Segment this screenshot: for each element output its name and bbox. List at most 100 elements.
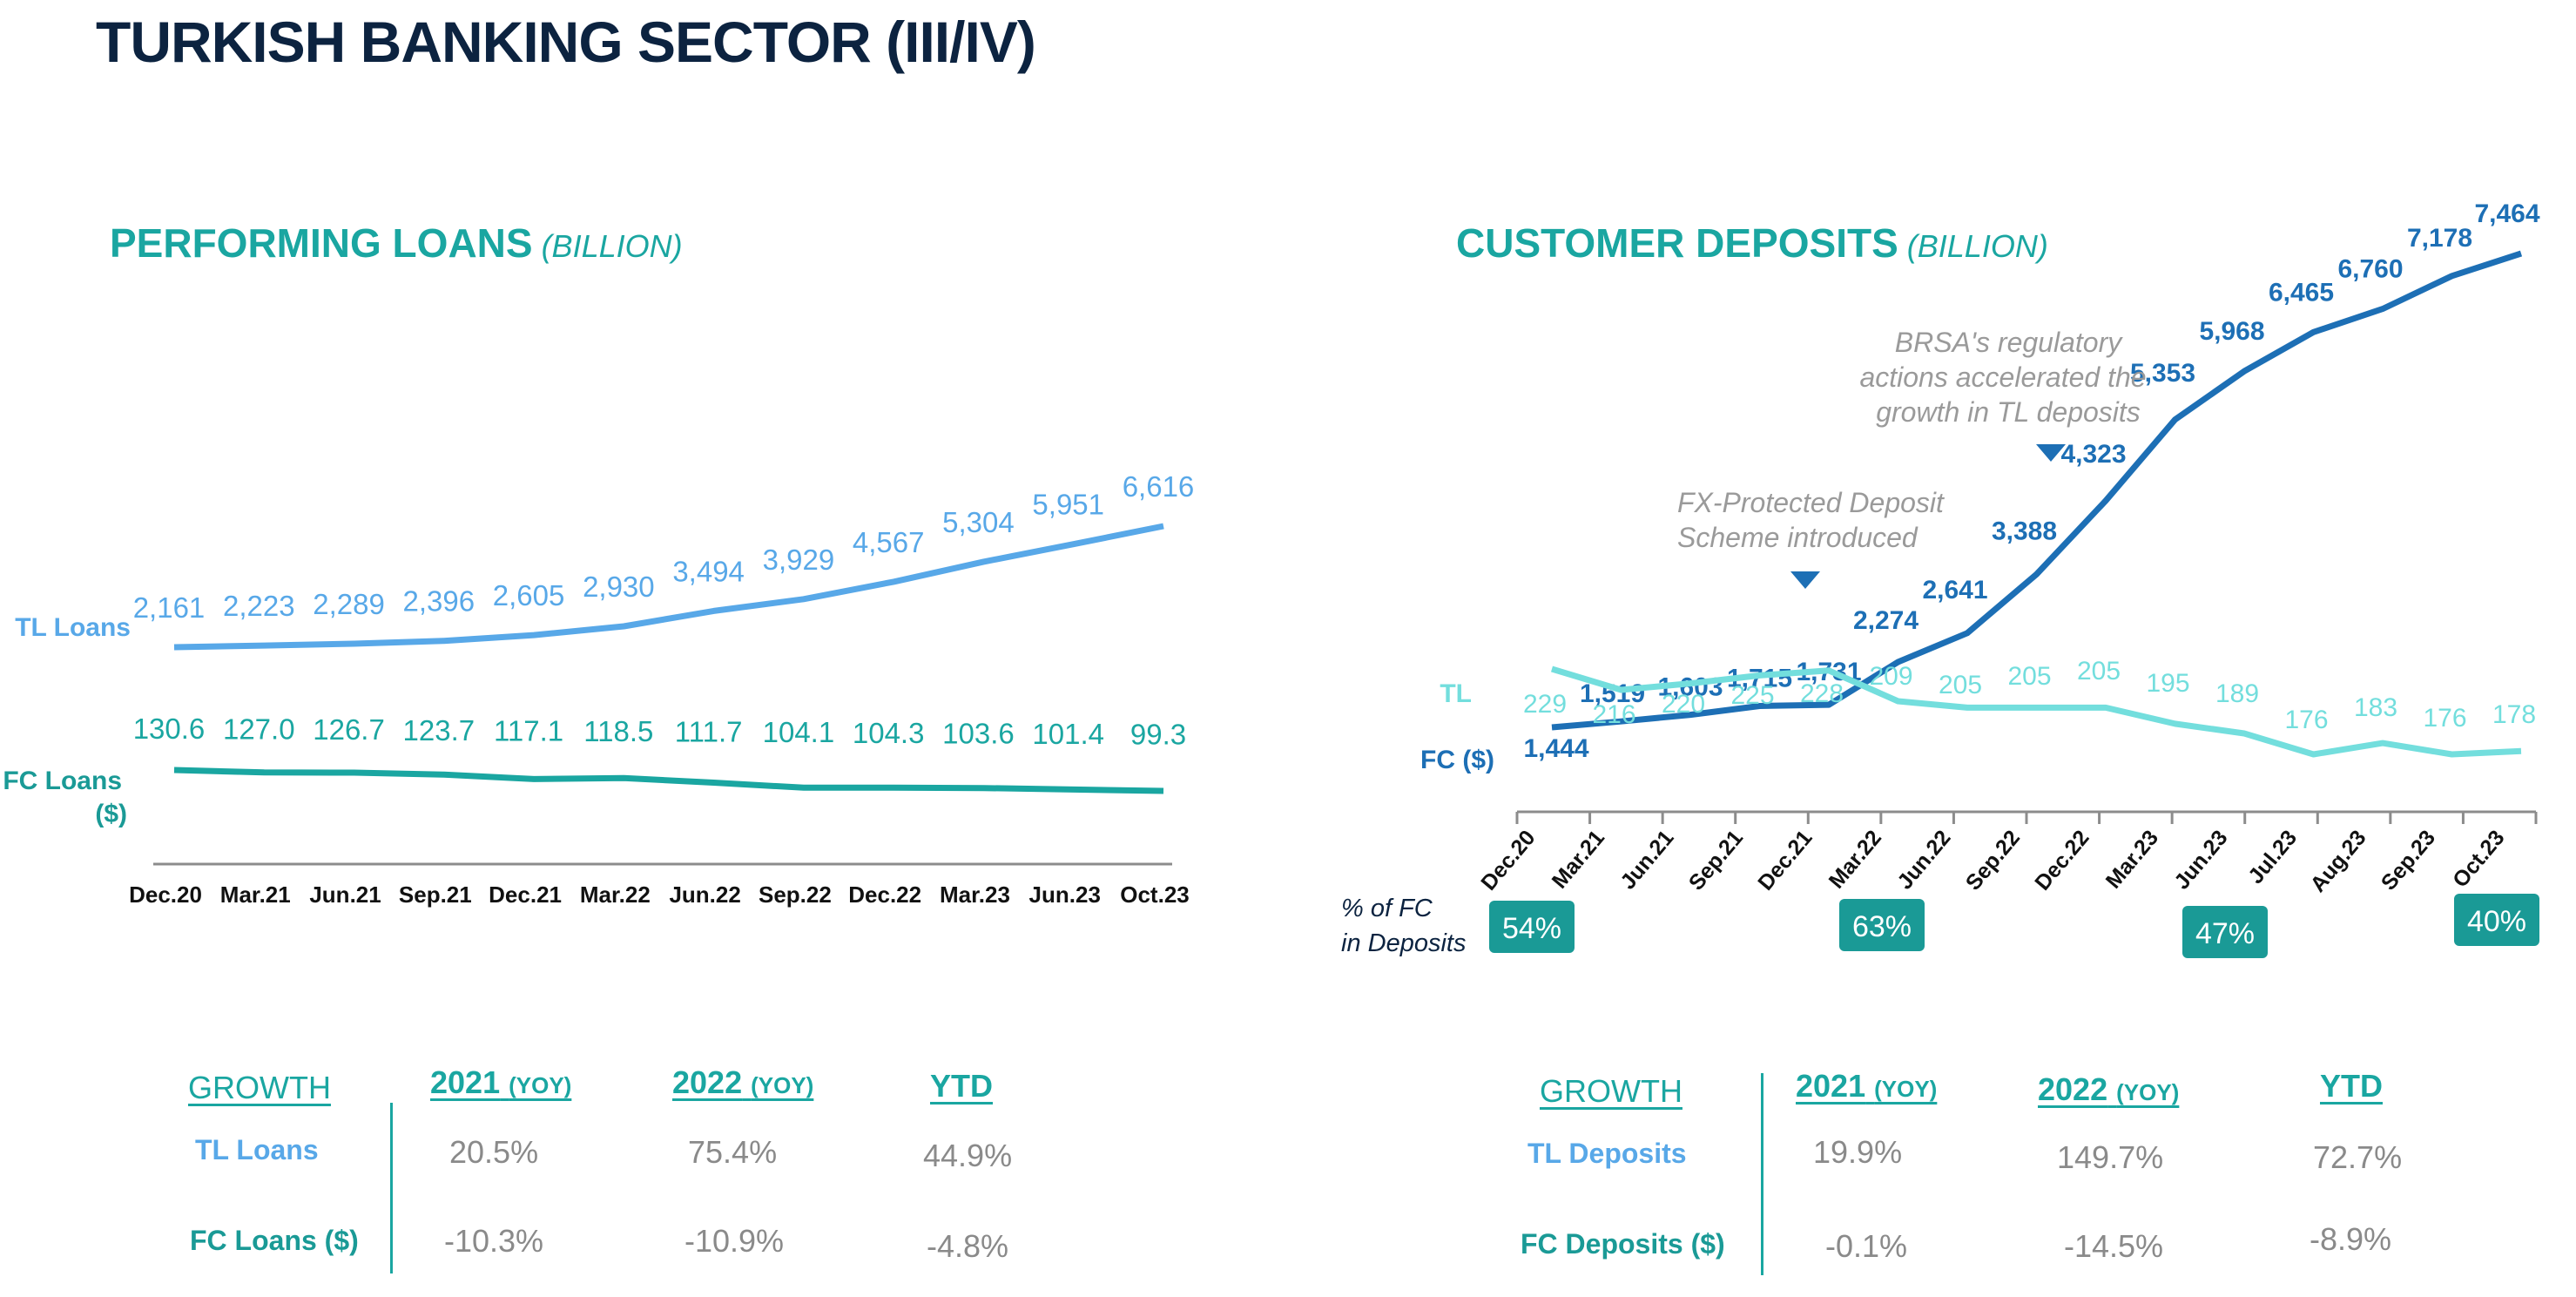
loans-tl-label-10: 5,951: [1032, 489, 1104, 521]
loans-fc-label-4: 117.1: [494, 714, 563, 746]
deposits-tl-series-line: [1551, 250, 2523, 731]
deposits-fc-name-label: FC ($): [1420, 746, 1494, 774]
deposits-tl-2021: 19.9%: [1813, 1134, 1903, 1170]
deposits-fc-label-0: 229: [1523, 690, 1567, 719]
loans-x-tick-jun-21: Jun.21: [309, 882, 381, 908]
loans-tl-label-11: 6,616: [1123, 470, 1195, 503]
deposits-ytd-header: YTD: [2320, 1068, 2383, 1104]
deposits-2021-header: 2021 (YOY): [1796, 1068, 1937, 1104]
loans-x-tick-sep-22: Sep.22: [759, 882, 832, 908]
loans-fc-label-3: 123.7: [403, 714, 475, 746]
deposits-title-text: CUSTOMER DEPOSITS: [1456, 220, 1898, 266]
loans-fc-label-11: 99.3: [1130, 719, 1186, 751]
deposits-x-tick-sep-23: Sep.23: [2377, 826, 2440, 895]
loans-row-label-tl: TL Loans: [195, 1134, 319, 1165]
deposits-fc-label-4: 228: [1800, 679, 1844, 708]
fc-share-badge-jun-23: [2182, 906, 2268, 958]
deposits-chart-title: CUSTOMER DEPOSITS (BILLION): [1456, 220, 2048, 267]
loans-x-tick-mar-22: Mar.22: [580, 882, 651, 908]
loans-x-tick-oct-23: Oct.23: [1120, 882, 1190, 908]
loans-table-divider: [390, 1103, 393, 1273]
deposits-2022-header: 2022 (YOY): [2038, 1071, 2179, 1108]
loans-ytd-header: YTD: [930, 1068, 993, 1104]
deposits-x-tick-jun-23: Jun.23: [2169, 826, 2232, 895]
deposits-fc-series-line: [1550, 665, 2522, 758]
deposits-x-tick-jun-21: Jun.21: [1615, 826, 1678, 895]
deposits-fc-ytd: -8.9%: [2310, 1221, 2392, 1257]
deposits-fc-label-11: 176: [2284, 706, 2328, 734]
annotation-brsa-line-3: growth in TL deposits: [1876, 396, 2141, 428]
deposits-x-tick-dec-22: Dec.22: [2030, 826, 2094, 895]
deposits-fc-label-2: 220: [1662, 690, 1705, 719]
deposits-tl-label-6: 2,641: [1922, 576, 1987, 605]
loans-fc-series-name-1: FC Loans: [3, 767, 122, 795]
deposits-tl-ytd: 72.7%: [2313, 1139, 2403, 1175]
deposits-fc-label-5: 209: [1869, 662, 1912, 691]
loans-tl-label-2: 2,289: [313, 588, 385, 620]
loans-tl-label-3: 2,396: [403, 585, 475, 618]
deposits-fc-label-10: 189: [2215, 679, 2259, 708]
annotation-brsa-line-1: BRSA's regulatory: [1895, 327, 2123, 358]
loans-fc-label-2: 126.7: [313, 713, 385, 746]
loans-2021-year: 2021: [430, 1064, 501, 1100]
loans-tl-label-8: 4,567: [853, 526, 925, 558]
loans-2022-header: 2022 (YOY): [672, 1064, 813, 1101]
loans-tl-label-1: 2,223: [223, 590, 295, 622]
deposits-table-divider: [1761, 1073, 1763, 1275]
deposits-tl-name-label: TL: [1440, 679, 1472, 708]
deposits-2022-yoy: (YOY): [2116, 1079, 2180, 1105]
loans-fc-label-1: 127.0: [223, 713, 295, 746]
loans-x-tick-mar-21: Mar.21: [220, 882, 291, 908]
deposits-tl-label-10: 5,968: [2199, 317, 2264, 346]
loans-fc-label-8: 104.3: [853, 717, 925, 749]
fc-share-value-oct-23: 40%: [2467, 905, 2526, 938]
loans-fc-label-0: 130.6: [133, 713, 206, 745]
loans-fc-label-7: 104.1: [763, 716, 835, 748]
deposits-row-label-tl: TL Deposits: [1527, 1138, 1687, 1169]
deposits-growth-header: GROWTH: [1540, 1073, 1682, 1109]
deposits-tl-label-11: 6,465: [2269, 278, 2334, 307]
annotation-brsa-marker: [2036, 444, 2066, 462]
fc-share-value-dec-20: 54%: [1502, 912, 1561, 945]
fc-share-value-mar-22: 63%: [1852, 910, 1912, 943]
deposits-x-tick-jun-22: Jun.22: [1892, 826, 1955, 895]
deposits-fc-label-6: 205: [1939, 671, 1982, 699]
deposits-fc-label-13: 176: [2423, 704, 2466, 733]
deposits-tl-label-14: 7,464: [2474, 199, 2539, 228]
deposits-tl-label-13: 7,178: [2407, 224, 2472, 253]
deposits-tl-label-7: 3,388: [1992, 517, 2057, 545]
loans-fc-label-10: 101.4: [1032, 718, 1104, 750]
loans-fc-label-6: 111.7: [675, 716, 743, 748]
deposits-tl-2022: 149.7%: [2057, 1139, 2164, 1175]
deposits-x-tick-aug-23: Aug.23: [2306, 826, 2371, 897]
deposits-x-tick-mar-21: Mar.21: [1548, 826, 1610, 894]
loans-row-label-fc: FC Loans ($): [190, 1225, 359, 1256]
deposits-x-tick-mar-23: Mar.23: [2101, 826, 2163, 894]
loans-x-tick-dec-22: Dec.22: [848, 882, 921, 908]
deposits-x-tick-sep-21: Sep.21: [1684, 826, 1748, 895]
loans-title-text: PERFORMING LOANS: [110, 220, 533, 266]
fc-share-badge-mar-22: [1839, 899, 1925, 951]
fc-share-caption-2: in Deposits: [1341, 929, 1466, 957]
loans-tl-label-5: 2,930: [583, 571, 655, 603]
fc-share-value-jun-23: 47%: [2195, 917, 2255, 950]
loans-chart-title: PERFORMING LOANS (BILLION): [110, 220, 683, 267]
loans-tl-2022: 75.4%: [688, 1134, 778, 1170]
annotation-fx-marker: [1790, 571, 1820, 589]
loans-x-tick-sep-21: Sep.21: [399, 882, 472, 908]
deposits-fc-2022: -14.5%: [2064, 1228, 2164, 1264]
fc-share-badge-oct-23: [2454, 894, 2539, 946]
deposits-x-tick-jul-23: Jul.23: [2243, 826, 2302, 888]
deposits-x-tick-dec-20: Dec.20: [1476, 826, 1540, 895]
deposits-x-tick-sep-22: Sep.22: [1961, 826, 2025, 895]
loans-x-tick-jun-23: Jun.23: [1029, 882, 1101, 908]
loans-tl-ytd: 44.9%: [923, 1138, 1013, 1173]
deposits-fc-label-12: 183: [2354, 693, 2397, 722]
loans-fc-label-9: 103.6: [942, 717, 1015, 749]
loans-tl-label-6: 3,494: [672, 555, 745, 587]
deposits-fc-label-1: 216: [1592, 700, 1635, 729]
loans-2021-header: 2021 (YOY): [430, 1064, 571, 1101]
deposits-tl-label-0: 1,444: [1523, 734, 1588, 763]
deposits-tl-label-9: 5,353: [2130, 359, 2195, 388]
fc-share-badge-dec-20: [1489, 901, 1575, 953]
